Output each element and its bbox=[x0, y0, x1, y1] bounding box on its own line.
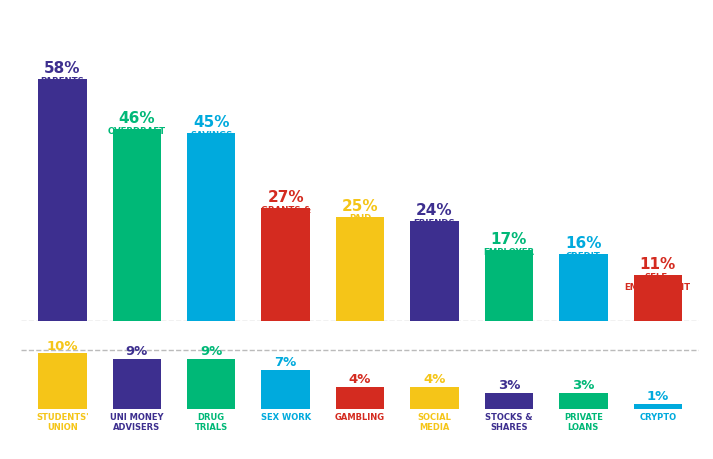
Text: OVERDRAFT: OVERDRAFT bbox=[108, 127, 166, 135]
Text: SEX WORK: SEX WORK bbox=[260, 413, 311, 421]
Text: CREDIT
CARD: CREDIT CARD bbox=[566, 252, 601, 270]
Text: 3%: 3% bbox=[498, 378, 520, 391]
Bar bbox=[634, 275, 682, 321]
Bar bbox=[262, 370, 310, 409]
Text: 25%: 25% bbox=[342, 198, 379, 213]
Text: PAID
SURVEYS: PAID SURVEYS bbox=[338, 214, 382, 233]
Text: DRUG
TRIALS: DRUG TRIALS bbox=[195, 413, 227, 431]
Text: 17%: 17% bbox=[491, 231, 527, 246]
Text: CRYPTO: CRYPTO bbox=[640, 413, 677, 421]
Bar bbox=[559, 393, 607, 409]
Text: SELF-
EMPLOYMENT: SELF- EMPLOYMENT bbox=[625, 272, 691, 291]
Text: 1%: 1% bbox=[647, 389, 669, 402]
Text: SAVINGS: SAVINGS bbox=[190, 131, 232, 140]
Text: PARENTS: PARENTS bbox=[41, 77, 84, 85]
Text: UNI MONEY
ADVISERS: UNI MONEY ADVISERS bbox=[110, 413, 163, 431]
Text: SOCIAL
MEDIA: SOCIAL MEDIA bbox=[418, 413, 451, 431]
Bar bbox=[559, 255, 607, 321]
Text: 7%: 7% bbox=[275, 356, 297, 369]
Bar bbox=[113, 359, 161, 409]
Text: GRANTS &
FUNDING: GRANTS & FUNDING bbox=[260, 206, 311, 224]
Text: 9%: 9% bbox=[125, 344, 148, 358]
Text: 4%: 4% bbox=[424, 372, 446, 385]
Text: STOCKS &
SHARES: STOCKS & SHARES bbox=[485, 413, 533, 431]
Bar bbox=[187, 359, 235, 409]
Bar bbox=[262, 209, 310, 321]
Text: 45%: 45% bbox=[193, 115, 230, 130]
Bar bbox=[113, 130, 161, 321]
Bar bbox=[38, 353, 86, 409]
Text: 27%: 27% bbox=[267, 190, 304, 205]
Text: 16%: 16% bbox=[565, 235, 602, 251]
Bar bbox=[485, 251, 533, 321]
Bar bbox=[336, 387, 384, 409]
Bar bbox=[410, 387, 458, 409]
Bar bbox=[485, 393, 533, 409]
Text: 3%: 3% bbox=[572, 378, 595, 391]
Text: 58%: 58% bbox=[44, 61, 81, 76]
Text: FRIENDS: FRIENDS bbox=[414, 218, 456, 227]
Text: PRIVATE
LOANS: PRIVATE LOANS bbox=[564, 413, 602, 431]
Text: 10%: 10% bbox=[46, 339, 78, 352]
Text: 9%: 9% bbox=[200, 344, 222, 358]
Text: EMPLOYER: EMPLOYER bbox=[483, 247, 535, 256]
Bar bbox=[336, 217, 384, 321]
Bar bbox=[187, 134, 235, 321]
Bar bbox=[634, 404, 682, 409]
Text: 24%: 24% bbox=[416, 202, 453, 217]
Text: 46%: 46% bbox=[118, 111, 155, 126]
Text: GAMBLING: GAMBLING bbox=[335, 413, 385, 421]
Bar bbox=[38, 80, 86, 321]
Text: 11%: 11% bbox=[640, 257, 676, 271]
Text: 4%: 4% bbox=[349, 372, 371, 385]
Text: STUDENTS'
UNION: STUDENTS' UNION bbox=[36, 413, 88, 431]
Bar bbox=[410, 221, 458, 321]
